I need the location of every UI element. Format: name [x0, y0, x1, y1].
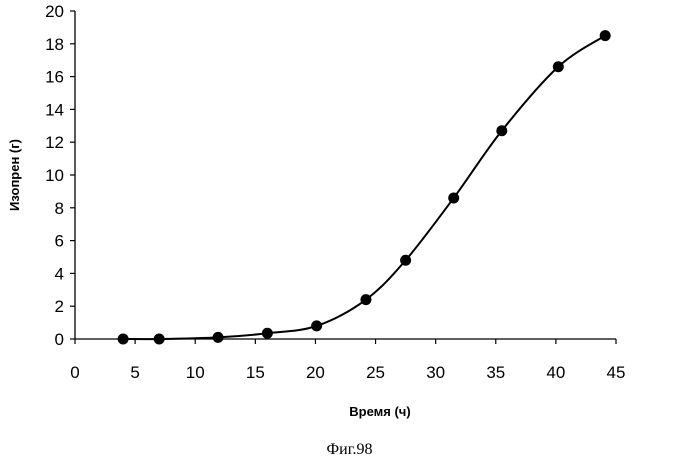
data-point	[212, 331, 224, 343]
x-tick-label: 30	[426, 363, 445, 382]
data-point	[261, 327, 273, 339]
y-tick-label: 20	[45, 2, 64, 21]
data-point	[496, 125, 508, 137]
data-point	[311, 320, 323, 332]
x-tick-label: 15	[246, 363, 265, 382]
x-tick-label: 45	[607, 363, 626, 382]
x-axis-title: Время (ч)	[349, 404, 410, 419]
data-point	[360, 294, 372, 306]
axes	[70, 10, 617, 344]
y-tick-label: 8	[55, 199, 64, 218]
x-tick-label: 5	[130, 363, 139, 382]
data-point	[400, 254, 412, 266]
data-point	[448, 192, 460, 204]
series-layer	[117, 30, 611, 345]
data-point	[153, 333, 165, 345]
data-point	[599, 30, 611, 42]
data-point	[552, 61, 564, 73]
x-tick-label: 0	[70, 363, 79, 382]
y-tick-label: 14	[45, 100, 64, 119]
y-tick-label: 10	[45, 166, 64, 185]
x-tick-label: 20	[306, 363, 325, 382]
tick-labels: 0 2 4 6 8 10 12 14 16 18 20 0 5 10 15 20 25 30 35 40 45	[45, 2, 625, 382]
y-tick-label: 4	[55, 264, 64, 283]
series-line	[123, 34, 606, 341]
y-axis-title: Изопрен (г)	[7, 139, 22, 211]
x-tick-label: 25	[366, 363, 385, 382]
y-tick-label: 6	[55, 232, 64, 251]
figure-caption: Фиг.98	[326, 441, 373, 458]
y-tick-label: 18	[45, 35, 64, 54]
y-tick-label: 16	[45, 68, 64, 87]
y-tick-label: 12	[45, 133, 64, 152]
y-tick-label: 0	[55, 330, 64, 349]
y-tick-label: 2	[55, 297, 64, 316]
data-point	[117, 333, 129, 345]
x-tick-label: 40	[546, 363, 565, 382]
x-tick-label: 35	[486, 363, 505, 382]
x-tick-label: 10	[186, 363, 205, 382]
